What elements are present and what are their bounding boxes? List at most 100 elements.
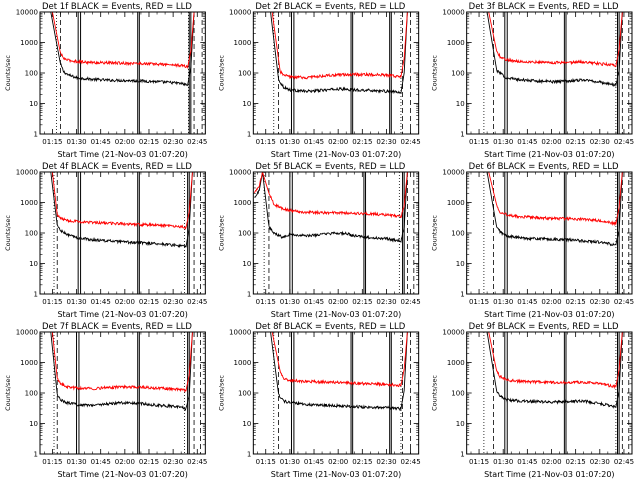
chart-title: Det 8f BLACK = Events, RED = LLD [255, 322, 405, 332]
y-tick-label: 10000 [16, 9, 38, 17]
x-tick-label: 01:15 [256, 138, 276, 146]
y-tick-label: 100 [451, 70, 464, 78]
x-tick-label: 01:30 [280, 298, 300, 306]
x-axis-label: Start Time (21-Nov-03 01:07:20) [57, 150, 187, 159]
plot-frame [39, 171, 206, 295]
plot-area [50, 172, 201, 294]
x-tick-label: 02:15 [352, 298, 372, 306]
y-tick-label: 100 [25, 230, 38, 238]
series-line-events [50, 12, 195, 87]
plot-frame [466, 331, 633, 455]
y-tick-label: 10000 [16, 169, 38, 177]
series-line-events [486, 172, 623, 247]
chart-panel-8: Det 8f BLACK = Events, RED = LLD Counts/s… [217, 322, 420, 479]
x-tick-label: 01:15 [42, 298, 62, 306]
x-tick-label: 01:45 [517, 298, 537, 306]
x-tick-label: 02:15 [352, 458, 372, 466]
y-axis-label: Counts/sec [4, 55, 12, 91]
x-tick-label: 01:30 [493, 298, 513, 306]
y-tick-label: 1 [460, 451, 464, 459]
plot-area [254, 172, 415, 294]
y-tick-label: 1 [460, 291, 464, 299]
y-tick-label: 10 [456, 100, 465, 108]
x-tick-label: 01:45 [304, 458, 324, 466]
y-tick-label: 1 [34, 291, 38, 299]
y-tick-label: 1000 [20, 39, 38, 47]
y-axis-label: Counts/sec [4, 375, 12, 411]
series-line-events [270, 332, 408, 412]
x-tick-label: 02:30 [163, 298, 183, 306]
y-axis-label: Counts/sec [4, 215, 12, 251]
series-line-events [486, 332, 623, 409]
plot-area [270, 12, 412, 134]
x-tick-label: 02:15 [139, 458, 159, 466]
y-tick-label: 10 [242, 100, 251, 108]
y-tick-label: 1 [34, 451, 38, 459]
plot-frame [252, 331, 420, 455]
x-tick-label: 01:45 [91, 138, 111, 146]
series-line-lld [488, 172, 623, 227]
x-tick-label: 01:30 [66, 138, 86, 146]
x-tick-label: 02:30 [590, 138, 610, 146]
x-axis-label: Start Time (21-Nov-03 01:07:20) [271, 470, 401, 479]
x-tick-label: 01:15 [469, 458, 489, 466]
y-tick-label: 1 [247, 451, 251, 459]
y-tick-label: 10000 [229, 9, 251, 17]
x-tick-label: 01:15 [469, 138, 489, 146]
chart-title: Det 4f BLACK = Events, RED = LLD [42, 162, 192, 172]
x-axis-label: Start Time (21-Nov-03 01:07:20) [57, 310, 187, 319]
x-tick-label: 01:15 [256, 458, 276, 466]
x-axis-label: Start Time (21-Nov-03 01:07:20) [57, 470, 187, 479]
y-tick-label: 10 [29, 100, 38, 108]
x-tick-label: 01:45 [517, 138, 537, 146]
y-tick-label: 10000 [442, 169, 464, 177]
chart-title: Det 5f BLACK = Events, RED = LLD [255, 162, 405, 172]
y-tick-label: 1 [34, 131, 38, 139]
y-axis-label: Counts/sec [217, 55, 225, 91]
series-line-lld [488, 332, 623, 390]
chart-panel-7: Det 7f BLACK = Events, RED = LLD Counts/s… [4, 322, 207, 479]
series-line-lld [271, 12, 408, 80]
x-tick-label: 02:00 [541, 138, 561, 146]
plot-area [483, 332, 630, 454]
chart-panel-4: Det 4f BLACK = Events, RED = LLD Counts/s… [4, 162, 207, 319]
x-tick-label: 01:45 [91, 458, 111, 466]
x-tick-label: 02:00 [115, 458, 135, 466]
x-tick-label: 02:00 [328, 298, 348, 306]
y-tick-label: 10 [456, 260, 465, 268]
y-tick-label: 10000 [442, 9, 464, 17]
x-tick-label: 01:30 [66, 298, 86, 306]
x-axis-label: Start Time (21-Nov-03 01:07:20) [271, 310, 401, 319]
y-tick-label: 1 [460, 131, 464, 139]
series-line-lld [271, 332, 408, 388]
x-axis-label: Start Time (21-Nov-03 01:07:20) [484, 310, 614, 319]
y-tick-label: 1000 [234, 359, 252, 367]
series-line-events [254, 172, 408, 243]
x-tick-label: 02:45 [401, 458, 421, 466]
y-tick-label: 1 [247, 131, 251, 139]
y-axis-label: Counts/sec [431, 55, 439, 91]
x-tick-label: 01:15 [469, 298, 489, 306]
x-tick-label: 02:15 [566, 138, 586, 146]
x-tick-label: 02:00 [328, 458, 348, 466]
y-tick-label: 100 [238, 230, 251, 238]
x-tick-label: 02:30 [376, 458, 396, 466]
chart-panel-2: Det 2f BLACK = Events, RED = LLD Counts/s… [217, 2, 420, 159]
y-axis-label: Counts/sec [431, 215, 439, 251]
y-tick-label: 10000 [229, 329, 251, 337]
x-tick-label: 02:30 [163, 138, 183, 146]
series-line-events [486, 12, 623, 88]
x-tick-label: 01:30 [493, 138, 513, 146]
y-tick-label: 10000 [442, 329, 464, 337]
x-tick-label: 01:30 [493, 458, 513, 466]
y-tick-label: 1000 [20, 199, 38, 207]
y-axis-label: Counts/sec [431, 375, 439, 411]
x-tick-label: 02:45 [401, 138, 421, 146]
plot-frame [252, 171, 420, 295]
x-tick-label: 01:45 [304, 138, 324, 146]
x-tick-label: 02:15 [352, 138, 372, 146]
y-tick-label: 1000 [447, 39, 465, 47]
x-tick-label: 01:45 [517, 458, 537, 466]
plot-area [483, 12, 630, 134]
x-axis-label: Start Time (21-Nov-03 01:07:20) [484, 150, 614, 159]
